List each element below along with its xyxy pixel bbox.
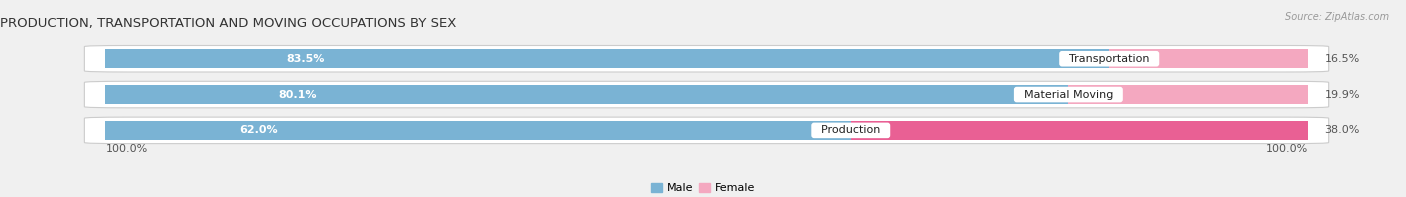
FancyBboxPatch shape [84,117,1329,144]
Legend: Male, Female: Male, Female [647,179,759,197]
FancyBboxPatch shape [84,46,1329,72]
Text: 80.1%: 80.1% [278,90,318,99]
Text: PRODUCTION, TRANSPORTATION AND MOVING OCCUPATIONS BY SEX: PRODUCTION, TRANSPORTATION AND MOVING OC… [0,17,457,30]
Text: 16.5%: 16.5% [1324,54,1360,64]
Text: 62.0%: 62.0% [239,125,278,135]
Bar [1069,85,1308,104]
Bar [851,121,1308,140]
Bar [105,85,1069,104]
Text: 83.5%: 83.5% [287,54,325,64]
Text: Transportation: Transportation [1062,54,1157,64]
FancyBboxPatch shape [84,81,1329,108]
Text: Production: Production [814,125,887,135]
Bar [105,49,1109,68]
Text: 38.0%: 38.0% [1324,125,1360,135]
Text: 19.9%: 19.9% [1324,90,1360,99]
Bar [105,121,851,140]
Bar [1109,49,1308,68]
Text: 100.0%: 100.0% [105,144,148,154]
Text: 100.0%: 100.0% [1265,144,1308,154]
Text: Material Moving: Material Moving [1017,90,1121,99]
Text: Source: ZipAtlas.com: Source: ZipAtlas.com [1285,12,1389,22]
